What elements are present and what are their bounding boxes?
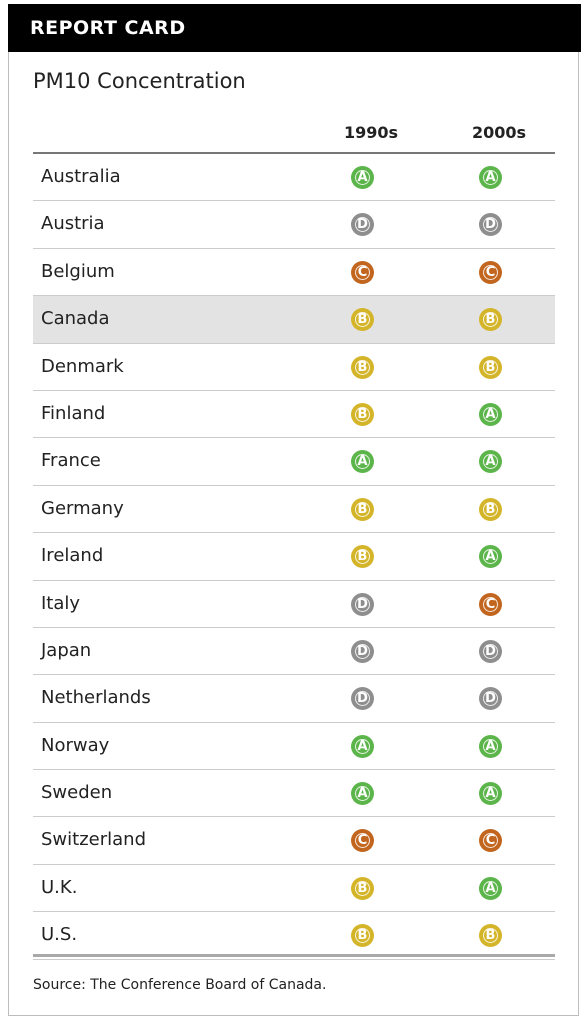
grade-badge-2000s: D <box>479 687 502 711</box>
country-label: Switzerland <box>41 829 146 851</box>
country-label: Finland <box>41 402 106 424</box>
grade-badge-2000s: D <box>479 639 502 663</box>
grade-badge-2000s: D <box>479 213 502 237</box>
table-row: Ireland B A <box>33 533 555 581</box>
country-label: Germany <box>41 497 124 519</box>
table-row: France A A <box>33 438 555 486</box>
table-row: Italy D C <box>33 581 555 628</box>
country-label: Belgium <box>41 260 115 282</box>
grade-badge-1990s: B <box>351 497 374 521</box>
table-row: Austria D D <box>33 201 555 249</box>
grade-badge-1990s: C <box>351 829 374 853</box>
grade-badge-2000s: C <box>479 260 502 284</box>
table-row: Canada B B <box>33 296 555 344</box>
grade-badge-1990s: D <box>351 213 374 237</box>
table-row: U.S. B B <box>33 912 555 960</box>
country-label: Canada <box>41 308 110 330</box>
grade-table: Australia A A Austria D D Belgium C C Canada B B Den… <box>33 154 555 960</box>
table-row: Denmark B B <box>33 344 555 391</box>
country-label: Sweden <box>41 782 113 804</box>
grade-badge-1990s: B <box>351 308 374 332</box>
table-row: Japan D D <box>33 628 555 676</box>
grade-badge-2000s: B <box>479 355 502 379</box>
grade-badge-2000s: B <box>479 308 502 332</box>
country-label: Norway <box>41 734 110 756</box>
grade-badge-2000s: A <box>479 402 502 426</box>
grade-badge-1990s: A <box>351 782 374 806</box>
grade-badge-1990s: A <box>351 450 374 474</box>
header-divider <box>33 152 555 154</box>
grade-badge-2000s: B <box>479 924 502 948</box>
grade-badge-1990s: B <box>351 402 374 426</box>
table-row: Sweden A A <box>33 770 555 818</box>
country-label: Austria <box>41 213 105 235</box>
table-row: Switzerland C C <box>33 817 555 865</box>
country-label: Italy <box>41 592 81 614</box>
grade-badge-2000s: A <box>479 166 502 189</box>
table-row: Belgium C C <box>33 249 555 297</box>
column-header-2000s: 2000s <box>471 123 527 142</box>
grade-badge-1990s: D <box>351 592 374 616</box>
country-label: Australia <box>41 166 121 187</box>
grade-badge-2000s: A <box>479 876 502 900</box>
country-label: U.S. <box>41 924 78 946</box>
country-label: Denmark <box>41 355 124 377</box>
grade-badge-2000s: A <box>479 545 502 569</box>
table-bottom-divider <box>33 954 555 957</box>
grade-badge-1990s: D <box>351 687 374 711</box>
grade-badge-2000s: A <box>479 782 502 806</box>
report-card-header: REPORT CARD <box>8 4 581 52</box>
column-header-1990s: 1990s <box>343 123 399 142</box>
grade-badge-2000s: C <box>479 829 502 853</box>
country-label: Netherlands <box>41 687 151 709</box>
country-label: U.K. <box>41 876 78 898</box>
grade-badge-2000s: A <box>479 450 502 474</box>
table-row: Finland B A <box>33 391 555 439</box>
grade-badge-1990s: B <box>351 924 374 948</box>
grade-badge-1990s: A <box>351 166 374 189</box>
country-label: France <box>41 450 101 472</box>
grade-badge-1990s: B <box>351 355 374 379</box>
grade-badge-1990s: B <box>351 545 374 569</box>
grade-badge-1990s: A <box>351 734 374 758</box>
report-card: REPORT CARD PM10 Concentration 1990s 200… <box>8 4 581 1016</box>
grade-badge-2000s: A <box>479 734 502 758</box>
table-row: Germany B B <box>33 486 555 534</box>
table-row: U.K. B A <box>33 865 555 913</box>
grade-badge-1990s: D <box>351 639 374 663</box>
grade-badge-2000s: C <box>479 592 502 616</box>
grade-badge-1990s: B <box>351 876 374 900</box>
source-note: Source: The Conference Board of Canada. <box>33 977 327 993</box>
chart-title: PM10 Concentration <box>33 69 246 93</box>
grade-badge-2000s: B <box>479 497 502 521</box>
table-row: Netherlands D D <box>33 675 555 723</box>
country-label: Japan <box>41 639 92 661</box>
table-row: Australia A A <box>33 154 555 202</box>
country-label: Ireland <box>41 545 104 567</box>
grade-badge-1990s: C <box>351 260 374 284</box>
table-row: Norway A A <box>33 723 555 771</box>
